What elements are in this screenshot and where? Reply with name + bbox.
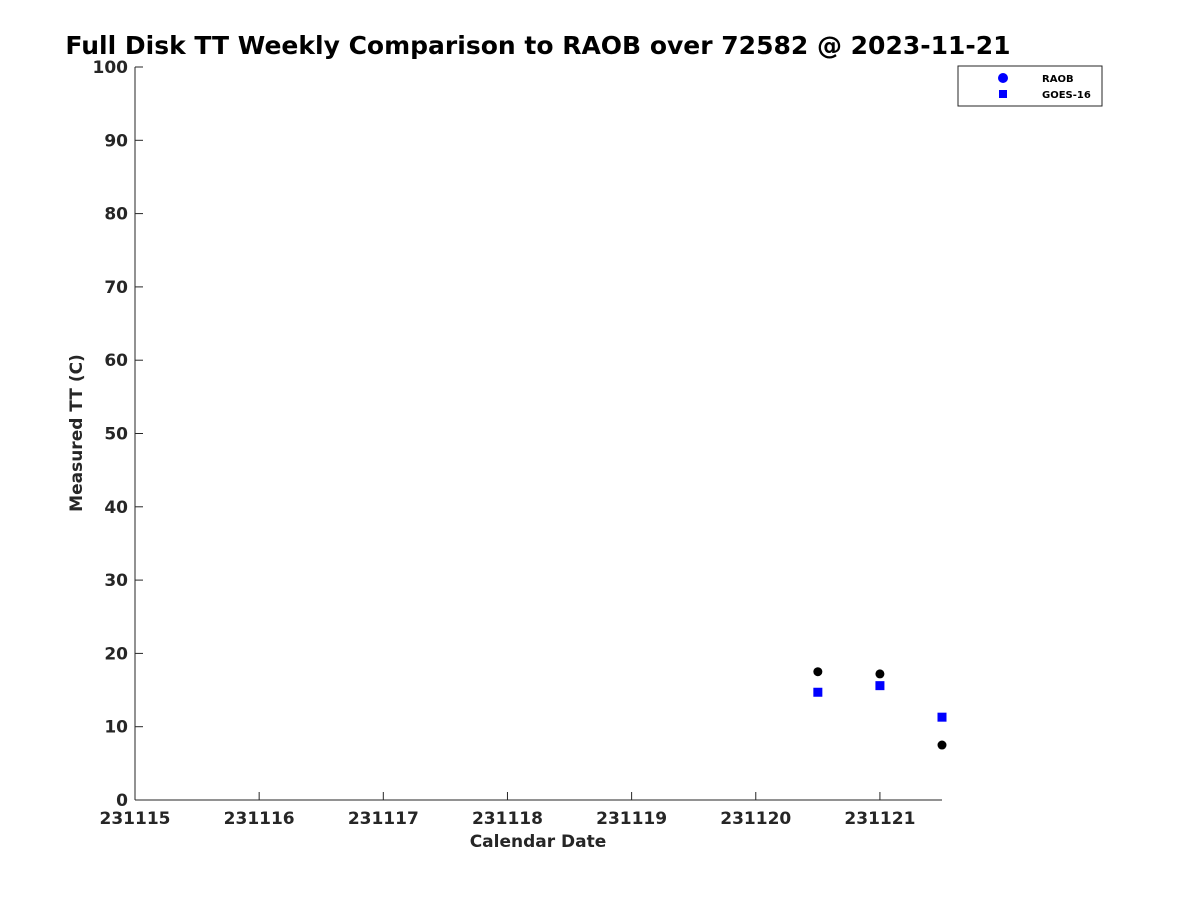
legend-goes-label: GOES-16: [1042, 90, 1091, 101]
y-tick-label: 40: [104, 498, 128, 518]
y-tick-label: 10: [104, 718, 128, 738]
x-tick-label: 231119: [596, 809, 667, 829]
x-ticks: 231115 231116 231117 231118 231119 231120 2311…: [100, 792, 915, 829]
x-tick-label: 231121: [844, 809, 915, 829]
y-tick-label: 70: [104, 278, 128, 298]
legend-box: [957, 65, 1103, 107]
x-tick-label: 231115: [100, 809, 171, 829]
y-tick-label: 0: [116, 791, 128, 811]
y-tick-label: 60: [104, 351, 128, 371]
data-points: [813, 667, 947, 750]
legend-raob-label: RAOB: [1042, 74, 1074, 85]
legend-raob-marker: [998, 73, 1008, 83]
x-tick-label: 231116: [224, 809, 295, 829]
raob-point: [937, 740, 947, 750]
legend: RAOB GOES-16: [957, 65, 1103, 107]
y-tick-label: 30: [104, 571, 128, 591]
goes-16-point: [937, 712, 947, 722]
y-ticks: 0 10 20 30 40 50 60 70 80 90 100: [93, 58, 143, 811]
y-tick-label: 20: [104, 644, 128, 664]
chart-title: Full Disk TT Weekly Comparison to RAOB o…: [65, 31, 1010, 60]
goes-16-point: [875, 681, 885, 691]
raob-point: [875, 669, 885, 679]
y-axis-label: Measured TT (C): [67, 354, 87, 512]
y-tick-label: 80: [104, 205, 128, 225]
y-tick-label: 100: [93, 58, 129, 78]
y-tick-label: 90: [104, 131, 128, 151]
raob-point: [813, 667, 823, 677]
x-tick-label: 231117: [348, 809, 419, 829]
x-tick-label: 231118: [472, 809, 543, 829]
goes-16-point: [813, 687, 823, 697]
x-axis-label: Calendar Date: [470, 832, 607, 852]
y-tick-label: 50: [104, 425, 128, 445]
legend-goes-marker: [999, 90, 1007, 98]
x-tick-label: 231120: [720, 809, 791, 829]
